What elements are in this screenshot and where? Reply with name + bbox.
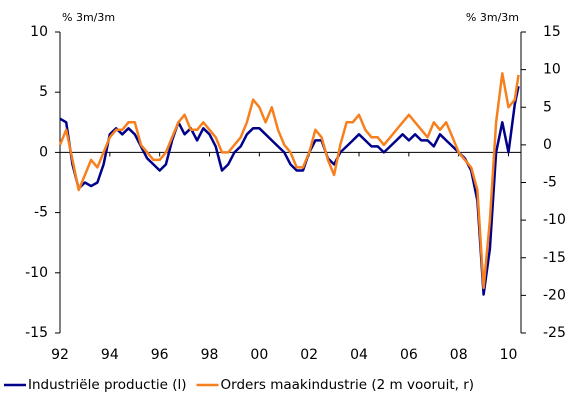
y2-tick-label: -15: [543, 250, 566, 266]
x-tick-label: 98: [201, 347, 219, 363]
y2-tick-label: -10: [543, 212, 566, 228]
y2-tick-label: 15: [543, 24, 561, 40]
y2-tick-label: -5: [543, 175, 557, 191]
x-tick-label: 10: [500, 347, 518, 363]
y-tick-label: 10: [30, 24, 48, 40]
y-tick-label: 5: [39, 84, 48, 100]
y-tick-label: -5: [34, 205, 48, 221]
y-tick-label: 0: [39, 144, 48, 160]
x-tick-label: 96: [151, 347, 169, 363]
y2-tick-label: -20: [543, 287, 566, 303]
x-tick-label: 04: [350, 347, 368, 363]
y2-tick-label: 5: [543, 99, 552, 115]
y2-tick-label: 10: [543, 62, 561, 78]
y-tick-label: -10: [25, 265, 48, 281]
x-tick-label: 00: [250, 347, 268, 363]
series-line: [58, 72, 520, 290]
x-tick-label: 94: [101, 347, 119, 363]
y-tick-label: -15: [25, 325, 48, 341]
x-tick-label: 08: [450, 347, 468, 363]
x-tick-label: 02: [300, 347, 318, 363]
legend-label: Industriële productie (l): [28, 377, 187, 393]
x-tick-label: 06: [400, 347, 418, 363]
y2-tick-label: 0: [543, 137, 552, 153]
y-axis-label: % 3m/3m: [62, 11, 115, 24]
y2-tick-label: -25: [543, 325, 566, 341]
legend-label: Orders maakindustrie (2 m vooruit, r): [221, 377, 475, 393]
x-tick-label: 92: [51, 347, 69, 363]
y2-axis-label: % 3m/3m: [466, 11, 519, 24]
series-line: [59, 85, 520, 296]
